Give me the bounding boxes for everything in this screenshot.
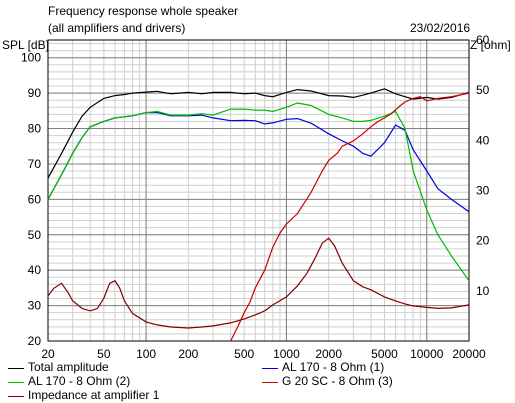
y-axis-left-label: SPL [dB] xyxy=(2,38,49,52)
tick-labels: 20 50 100 200 500 1000 2000 5000 10000 20000 20 30 4… xyxy=(21,33,490,361)
grid-major xyxy=(48,40,469,342)
y-left-tick-label: 80 xyxy=(28,122,42,136)
series-line-3 xyxy=(230,92,470,342)
legend-swatch-g20sc xyxy=(262,382,278,383)
legend-label-al170-1: AL 170 - 8 Ohm (1) xyxy=(282,360,385,374)
y-left-tick-label: 70 xyxy=(28,157,42,171)
series-line-0 xyxy=(47,88,470,179)
legend-label-total: Total amplitude xyxy=(28,360,109,374)
legend-label-al170-2: AL 170 - 8 Ohm (2) xyxy=(28,374,131,388)
chart-title: Frequency response whole speaker xyxy=(48,4,239,18)
y-right-tick-label: 10 xyxy=(476,284,490,298)
y-right-tick-label: 20 xyxy=(476,234,490,248)
y-left-tick-label: 20 xyxy=(28,334,42,348)
y-left-tick-label: 100 xyxy=(21,51,41,65)
legend-swatch-al170-2 xyxy=(8,382,24,383)
x-tick-label: 200 xyxy=(178,347,198,361)
y-left-tick-label: 40 xyxy=(28,263,42,277)
grid-minor xyxy=(47,40,470,342)
x-tick-label: 500 xyxy=(234,347,254,361)
y-left-tick-label: 60 xyxy=(28,192,42,206)
series-line-2 xyxy=(47,102,470,282)
legend-swatch-al170-1 xyxy=(262,368,278,369)
y-left-tick-label: 90 xyxy=(28,86,42,100)
y-left-tick-label: 30 xyxy=(28,299,42,313)
y-left-tick-label: 50 xyxy=(28,228,42,242)
legend-swatch-total xyxy=(8,368,24,369)
x-tick-label: 10000 xyxy=(410,347,444,361)
legend-swatch-impedance xyxy=(8,396,24,397)
y-right-tick-label: 30 xyxy=(476,184,490,198)
series-group xyxy=(47,88,470,342)
series-line-1 xyxy=(47,111,470,213)
y-axis-right-label: Z [ohm] xyxy=(470,38,511,52)
x-tick-label: 20000 xyxy=(452,347,486,361)
x-tick-label: 5000 xyxy=(371,347,398,361)
x-tick-label: 20 xyxy=(41,347,55,361)
legend-label-g20sc: G 20 SC - 8 Ohm (3) xyxy=(282,374,393,388)
x-tick-label: 100 xyxy=(136,347,156,361)
x-tick-label: 50 xyxy=(97,347,111,361)
y-right-tick-label: 50 xyxy=(476,83,490,97)
x-tick-label: 2000 xyxy=(315,347,342,361)
x-tick-label: 1000 xyxy=(273,347,300,361)
y-right-tick-label: 60 xyxy=(476,33,490,47)
plot-frame xyxy=(47,39,470,342)
chart-subtitle: (all amplifiers and drivers) xyxy=(48,21,186,35)
chart-date: 23/02/2016 xyxy=(410,21,471,35)
series-line-4 xyxy=(47,237,470,329)
legend-label-impedance: Impedance at amplifier 1 xyxy=(28,388,160,402)
y-right-tick-label: 40 xyxy=(476,133,490,147)
